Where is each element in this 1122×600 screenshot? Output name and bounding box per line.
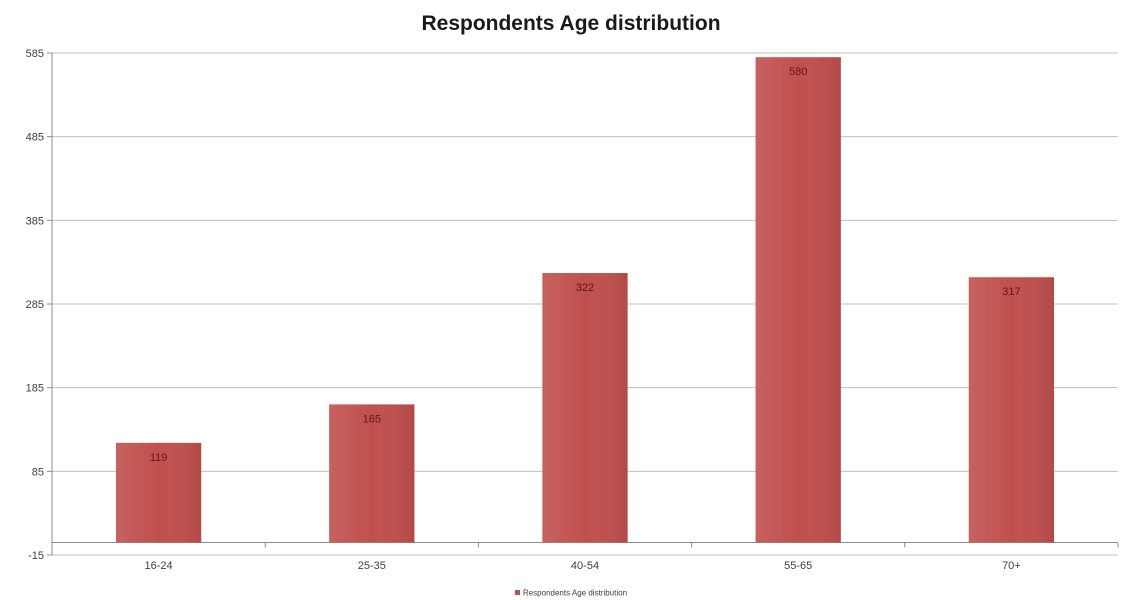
- legend-swatch: [514, 590, 520, 596]
- legend: Respondents Age distribution: [0, 588, 1122, 597]
- data-label-40-54: 322: [576, 282, 594, 294]
- x-tick-label-40-54: 40-54: [571, 560, 599, 572]
- y-tick-label: 385: [26, 215, 44, 227]
- legend-label: Respondents Age distribution: [522, 588, 628, 598]
- x-axis-tick-labels: 16-24 25-35 40-54 55-65 70+: [145, 560, 1021, 572]
- y-tick-label: -15: [28, 550, 44, 562]
- bar-shade-16-24: [115, 442, 202, 543]
- data-label-16-24: 119: [150, 452, 168, 464]
- x-tick-label-16-24: 16-24: [145, 560, 173, 572]
- y-tick-label: 485: [26, 132, 44, 144]
- y-axis-tick-labels: 585 485 385 285 185 85 -15: [26, 48, 44, 562]
- chart-title: Respondents Age distribution: [421, 12, 721, 35]
- bar-chart: 585 485 385 285 185 85 -15 119 165 322 580 317 16-…: [26, 48, 1119, 572]
- x-tick-label-25-35: 25-35: [358, 560, 386, 572]
- x-tick-label-55-65: 55-65: [784, 560, 812, 572]
- bar-shade-70+: [968, 277, 1055, 543]
- bars: [115, 57, 1055, 543]
- data-label-55-65: 580: [789, 66, 807, 78]
- y-tick-label: 285: [26, 299, 44, 311]
- y-tick-label: 585: [26, 48, 44, 60]
- y-tick-label: 85: [32, 466, 44, 478]
- y-tick-label: 185: [26, 383, 44, 395]
- bar-shade-25-35: [329, 404, 415, 543]
- x-tick-label-70+: 70+: [1002, 560, 1021, 572]
- data-labels: 119 165 322 580 317: [150, 66, 1021, 464]
- data-label-70+: 317: [1002, 286, 1020, 298]
- bar-shade-55-65: [755, 57, 841, 543]
- bar-shade-40-54: [542, 273, 628, 543]
- data-label-25-35: 165: [363, 413, 381, 425]
